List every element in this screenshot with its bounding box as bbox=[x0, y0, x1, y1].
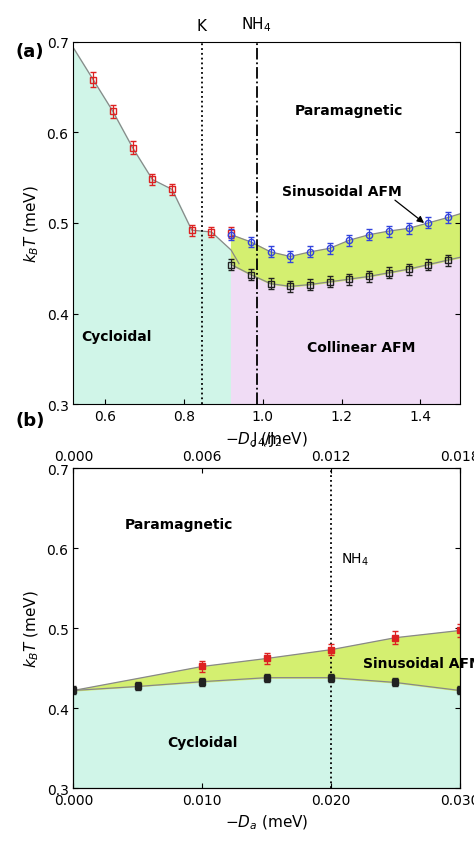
X-axis label: $-D_a$ (meV): $-D_a$ (meV) bbox=[225, 813, 309, 831]
Text: Cycloidal: Cycloidal bbox=[167, 734, 237, 749]
Text: (a): (a) bbox=[16, 43, 44, 60]
Text: K: K bbox=[197, 20, 207, 34]
Y-axis label: $k_B T$ (meV): $k_B T$ (meV) bbox=[23, 590, 41, 667]
Text: Sinusoidal AFM: Sinusoidal AFM bbox=[363, 657, 474, 671]
Y-axis label: $k_B T$ (meV): $k_B T$ (meV) bbox=[23, 185, 41, 262]
Text: Paramagnetic: Paramagnetic bbox=[125, 517, 233, 532]
Text: Collinear AFM: Collinear AFM bbox=[307, 341, 415, 354]
Text: Sinusoidal AFM: Sinusoidal AFM bbox=[282, 185, 401, 199]
Text: NH$_4$: NH$_4$ bbox=[241, 15, 272, 34]
Text: Paramagnetic: Paramagnetic bbox=[295, 103, 403, 118]
Text: NH$_4$: NH$_4$ bbox=[341, 550, 369, 567]
X-axis label: J$_4$/J$_2$: J$_4$/J$_2$ bbox=[252, 429, 282, 448]
Text: Cycloidal: Cycloidal bbox=[82, 330, 152, 344]
X-axis label: $-D_c$ (meV): $-D_c$ (meV) bbox=[225, 430, 308, 449]
Text: (b): (b) bbox=[16, 411, 45, 429]
